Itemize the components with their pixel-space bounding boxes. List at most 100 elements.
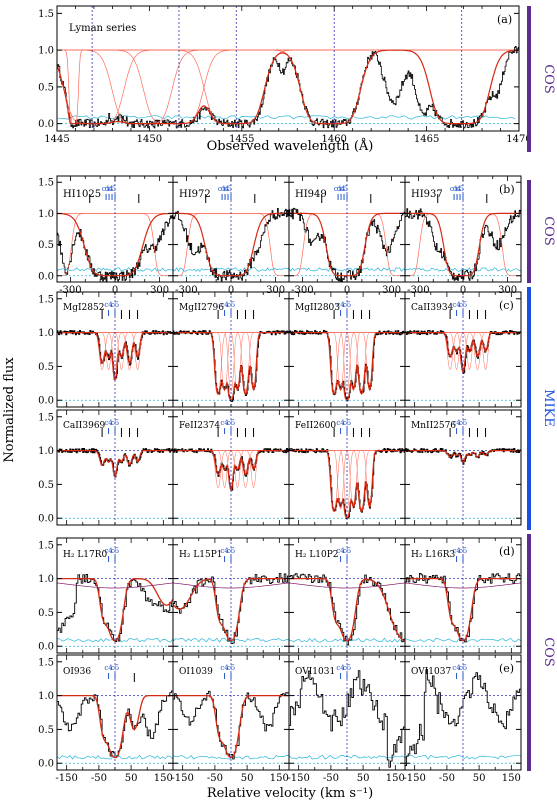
y-tick-label: 1.0 (38, 446, 54, 457)
panel-d-cmark-1-label: c4 (220, 547, 229, 555)
y-tick-label: 1.5 (38, 9, 54, 20)
panel-c-cmark-02-label: c5 (343, 301, 351, 309)
panel-c-cmark-00-label: c4 (104, 301, 113, 309)
panel-e-cmark-3-label: c4 (452, 664, 461, 672)
panel-b-cmark-1-label: c5 (224, 185, 232, 193)
panel-c-label-12: FeII2600 (295, 421, 336, 431)
panel-d-label-0: H₂ L17R0 (63, 550, 108, 560)
panel-a-frame (56, 5, 520, 132)
x-tick-label: 1465 (414, 134, 439, 145)
panel-c-cmark-13-label: c5 (459, 419, 467, 427)
x-tick-label: -50 (323, 773, 339, 784)
panel-b-cmark-3-label: c5 (456, 185, 464, 193)
panel-b-cmark-2-label: c5 (340, 185, 348, 193)
x-tick-label: 1445 (44, 134, 69, 145)
y-tick-label: 0.5 (38, 480, 54, 491)
x-tick-label: 150 (270, 773, 289, 784)
panel-c-model-01 (173, 331, 289, 401)
panel-e-data-1 (173, 690, 289, 760)
x-tick-label: 50 (241, 773, 254, 784)
panel-d-cmark-0-label: c4 (104, 547, 113, 555)
panel-c-label-03: CaII3934 (411, 303, 454, 313)
y-tick-label: 0.0 (38, 271, 54, 282)
panel-a-tag: (a) (497, 13, 512, 26)
panel-c-cmark-03-label: c4 (452, 301, 461, 309)
x-tick-label: -50 (439, 773, 455, 784)
panel-b-model-3 (405, 212, 521, 277)
panel-a-model (57, 49, 519, 125)
panel-d-cmark-0-label: c5 (111, 547, 119, 555)
y-tick-label: 1.5 (38, 657, 54, 668)
y-tick-label: 0.0 (38, 642, 54, 653)
x-tick-label: 0 (460, 285, 466, 296)
x-tick-label: 300 (498, 285, 517, 296)
x-tick-label: 150 (502, 773, 521, 784)
x-tick-label: 1455 (229, 134, 254, 145)
panel-d-tag: (d) (499, 545, 515, 558)
panel-b-model-2 (289, 212, 405, 277)
panel-d-model-0 (57, 577, 173, 642)
x-tick-label: -150 (55, 773, 77, 784)
panel-b-cmark-0-label: c5 (108, 185, 116, 193)
y-tick-label: 0.0 (38, 119, 54, 130)
y-tick-label: 0.5 (38, 240, 54, 251)
panel-b-data-2 (289, 207, 405, 282)
y-tick-label: 1.5 (38, 294, 54, 305)
x-tick-label: -150 (287, 773, 309, 784)
panel-d-label-1: H₂ L15P1 (179, 550, 223, 560)
panel-d-cmark-2-label: c5 (343, 547, 351, 555)
x-tick-label: 0 (344, 285, 350, 296)
x-tick-label: 0 (112, 285, 118, 296)
y-tick-label: 1.5 (38, 540, 54, 551)
x-tick-label: -50 (91, 773, 107, 784)
panel-e-label-3: OVI1037 (411, 667, 451, 677)
panel-b-cmark-0-label: c1 (102, 185, 110, 193)
panel-c-cmark-03-label: c5 (459, 301, 467, 309)
text-layer: 0.0 0.5 1.0 1.5 1445 1450 1455 1460 1465 1470 Lyma… (38, 9, 532, 784)
panel-d-cmark-2-label: c4 (336, 547, 345, 555)
panel-c-label-10: CaII3969 (63, 421, 106, 431)
cos-bar-b (527, 180, 531, 283)
panel-d-cmark-1-label: c5 (227, 547, 235, 555)
x-tick-label: 50 (125, 773, 138, 784)
x-tick-label: 50 (473, 773, 486, 784)
panel-b-cmark-2-label: c4 (337, 185, 346, 193)
x-tick-label: -50 (207, 773, 223, 784)
panel-a-error-spectrum (57, 115, 516, 120)
panel-e-label-1: OI1039 (179, 667, 213, 677)
panel-c-cmark-02-label: c4 (336, 301, 345, 309)
panel-d-model-1 (173, 577, 289, 642)
instrument-label-cos-top: COS (541, 64, 556, 94)
y-axis-label: Normalized flux (2, 357, 17, 463)
instrument-label-mike: MIKE (541, 389, 556, 427)
panel-c-cmark-00-label: c5 (111, 301, 119, 309)
panel-c-cmark-01-label: c5 (227, 301, 235, 309)
panel-e-data-3 (405, 669, 521, 766)
panel-d-cmark-3-label: c4 (452, 547, 461, 555)
x-tick-label: -150 (171, 773, 193, 784)
y-tick-label: 0.0 (38, 396, 54, 407)
panel-d-data-0 (57, 574, 173, 643)
y-tick-label: 1.0 (38, 46, 54, 57)
panel-e-cmark-2-label: c4 (336, 664, 345, 672)
panel-a-x-axis-label: Observed wavelength (Å) (207, 138, 374, 154)
mike-bar (527, 287, 531, 530)
x-tick-label: -300 (291, 285, 313, 296)
y-tick-label: 1.0 (38, 574, 54, 585)
cos-bar-bottom (527, 534, 531, 771)
panel-e-cmark-0-label: c5 (111, 664, 119, 672)
panel-e-tag: (e) (499, 662, 514, 675)
x-tick-label: 150 (386, 773, 405, 784)
panel-a-annotation: Lyman series (69, 23, 136, 34)
panel-b-model-0 (57, 212, 173, 277)
panel-e-label-0: OI936 (63, 667, 91, 677)
y-tick-label: 1.5 (38, 412, 54, 423)
panel-e-cmark-1-label: c5 (227, 664, 235, 672)
y-tick-label: 0.5 (38, 362, 54, 373)
instrument-label-cos-bottom: COS (541, 637, 556, 667)
panel-e-label-2: OVI1031 (295, 667, 335, 677)
panel-c-label-11: FeII2374 (179, 421, 220, 431)
panel-c-cmark-12-label: c4 (336, 419, 345, 427)
x-tick-label: -300 (175, 285, 197, 296)
panel-b-cmark-1-label: c4 (221, 185, 230, 193)
